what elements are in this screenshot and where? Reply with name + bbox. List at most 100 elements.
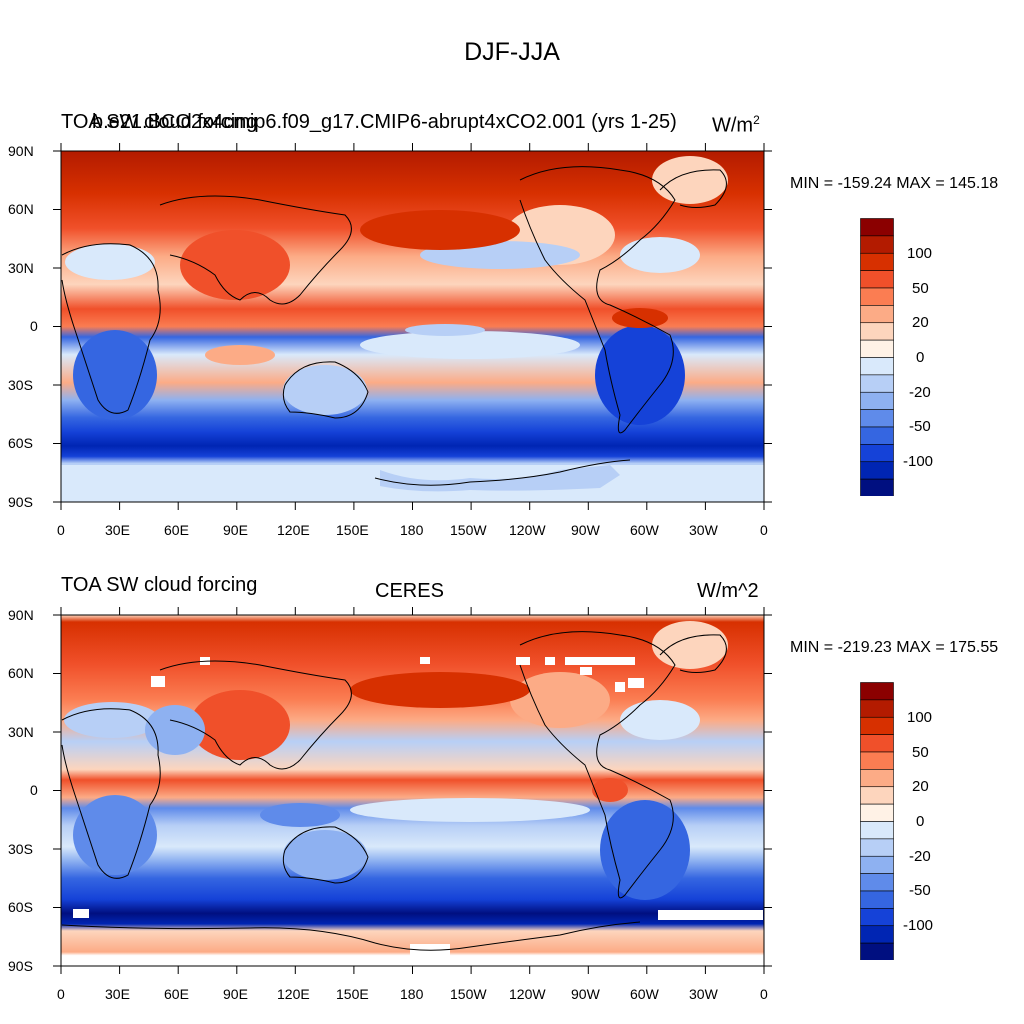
lon-label: 0 [57, 986, 65, 1002]
lon-label: 150E [336, 522, 369, 538]
lat-label: 30N [8, 260, 34, 276]
colorbar-swatch [860, 409, 894, 428]
lon-label: 30W [689, 522, 718, 538]
colorbar-swatch [860, 769, 894, 788]
colorbar-swatch [860, 786, 894, 805]
colorbar-label: 50 [912, 744, 929, 761]
lon-label: 30E [105, 522, 130, 538]
lat-label: 30S [8, 377, 33, 393]
panel-center-title: b.e21.BCO2x4cmip6.f09_g17.CMIP6-abrupt4x… [92, 111, 677, 133]
colorbar-swatch [860, 357, 894, 376]
panel-left-title: TOA SW cloud forcing [61, 574, 258, 596]
colorbar-swatch [860, 821, 894, 840]
map-model-ticks [53, 143, 772, 510]
lon-label: 180 [400, 522, 424, 538]
lon-label: 0 [760, 522, 768, 538]
colorbar-swatch [860, 478, 894, 496]
lon-label: 0 [760, 986, 768, 1002]
colorbar-swatch [860, 890, 894, 909]
colorbar-label: -50 [909, 882, 931, 899]
colorbar-swatch [860, 734, 894, 753]
colorbar-swatch [860, 699, 894, 718]
lat-label: 60N [8, 665, 34, 681]
lat-label: 60S [8, 435, 33, 451]
colorbar-swatch [860, 838, 894, 857]
colorbar-swatch [860, 252, 894, 271]
lat-label: 90S [8, 494, 33, 510]
map-model [53, 143, 772, 510]
panel-units: W/m2 [712, 113, 760, 137]
lat-label: 30S [8, 841, 33, 857]
colorbar-label: 20 [912, 314, 929, 331]
colorbar-label: 0 [916, 349, 925, 366]
lon-label: 0 [57, 522, 65, 538]
colorbar-label: -100 [903, 917, 934, 934]
colorbar-swatch [860, 716, 894, 735]
colorbar-swatch [860, 270, 894, 289]
main-title: DJF-JJA [464, 38, 560, 66]
panel-left-title: TOA SW cloud forcing [61, 111, 258, 133]
lat-label: 90S [8, 958, 33, 974]
colorbar-label: 50 [912, 280, 929, 297]
colorbar-swatch [860, 751, 894, 770]
colorbar-swatch [860, 426, 894, 445]
lon-label: 90W [571, 522, 600, 538]
map-model-field [61, 151, 764, 502]
colorbar-swatch [860, 942, 894, 960]
colorbar-swatch [860, 908, 894, 927]
lat-label: 30N [8, 724, 34, 740]
min-max-label: MIN = -159.24 MAX = 145.18 [790, 175, 999, 192]
lon-label: 60E [164, 522, 189, 538]
lon-label: 120E [277, 522, 310, 538]
colorbar-boxes [860, 218, 894, 496]
colorbar-swatch [860, 391, 894, 410]
lon-label: 180 [400, 986, 424, 1002]
colorbar-observations [860, 682, 894, 960]
lon-label: 150E [336, 986, 369, 1002]
lon-label: 120W [509, 522, 546, 538]
colorbar-swatch [860, 218, 894, 237]
colorbar-label: -50 [909, 418, 931, 435]
colorbar-label: -20 [909, 384, 931, 401]
colorbar-label: 0 [916, 813, 925, 830]
lat-label: 0 [30, 782, 38, 798]
colorbar-swatch [860, 873, 894, 892]
lon-label: 150W [450, 522, 487, 538]
colorbar-swatch [860, 925, 894, 944]
lon-label: 60E [164, 986, 189, 1002]
lon-label: 30W [689, 986, 718, 1002]
colorbar-swatch [860, 322, 894, 341]
lon-label: 60W [630, 522, 659, 538]
lat-label: 60S [8, 899, 33, 915]
map-observations [53, 607, 772, 974]
colorbar-label: 100 [907, 245, 933, 262]
lat-label: 90N [8, 143, 34, 159]
colorbar-label: -100 [903, 453, 934, 470]
map-observations-field [61, 615, 764, 966]
lon-label: 90W [571, 986, 600, 1002]
colorbar-swatch [860, 461, 894, 480]
colorbar-model [860, 218, 894, 496]
lat-label: 90N [8, 607, 34, 623]
colorbar-swatch [860, 444, 894, 463]
lat-label: 0 [30, 318, 38, 334]
colorbar-swatch [860, 855, 894, 874]
colorbar-label: 20 [912, 778, 929, 795]
colorbar-swatch [860, 682, 894, 701]
panel-center-title: CERES [375, 580, 444, 602]
colorbar-swatch [860, 235, 894, 254]
colorbar-swatch [860, 803, 894, 822]
colorbar-label: -20 [909, 848, 931, 865]
lon-label: 90E [223, 986, 248, 1002]
colorbar-swatch [860, 287, 894, 306]
colorbar-swatch [860, 339, 894, 358]
lon-label: 120E [277, 986, 310, 1002]
panel-units: W/m^2 [697, 580, 759, 602]
lon-label: 30E [105, 986, 130, 1002]
colorbar-swatch [860, 374, 894, 393]
map-observations-ticks [53, 607, 772, 974]
lon-label: 150W [450, 986, 487, 1002]
lat-label: 60N [8, 201, 34, 217]
colorbar-swatch [860, 305, 894, 324]
colorbar-label: 100 [907, 709, 933, 726]
